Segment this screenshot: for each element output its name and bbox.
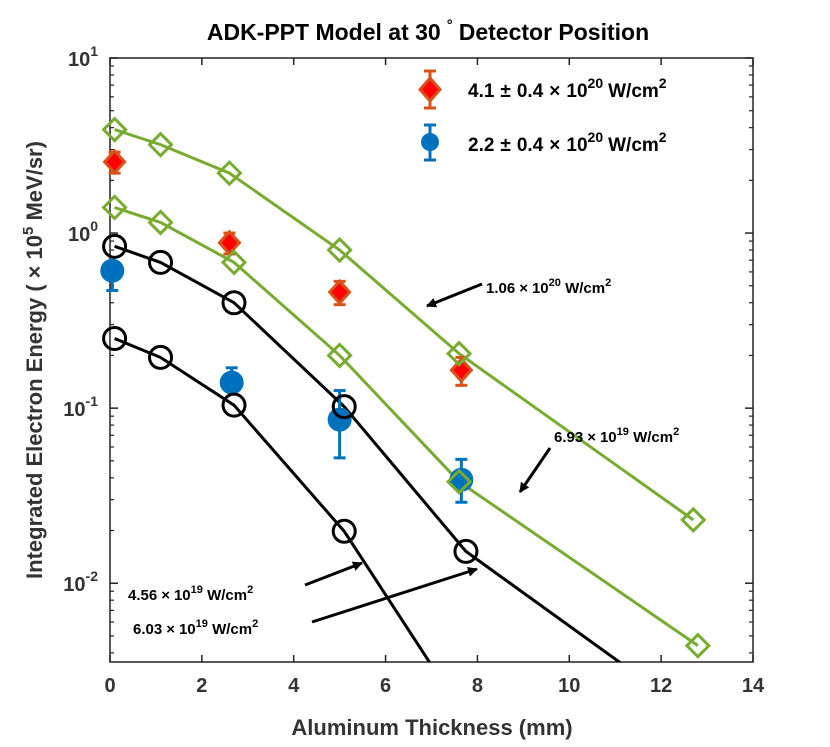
model-point-circle xyxy=(331,394,357,420)
legend-circle-marker xyxy=(421,133,439,151)
legend-diamond-marker xyxy=(418,75,442,104)
model-point-diamond xyxy=(147,209,174,236)
model-point-circle xyxy=(102,233,128,259)
axes: 0 2 4 6 8 10 12 14 10-2 10-1 100 101 xyxy=(63,43,765,697)
annotations: 1.06 × 1020 W/cm2 6.93 × 1019 W/cm2 4.56 × 101… xyxy=(128,277,679,638)
chart-title: ADK-PPT Model at 30 ° Detector Position xyxy=(207,17,649,45)
y-tick-label: 100 xyxy=(68,218,98,246)
legend-label-4-1e20: 4.1 ±0.4 × 1020 W/cm2 xyxy=(468,75,667,102)
line-model-6.93e19 xyxy=(114,206,699,647)
y-tick-label: 10-1 xyxy=(63,393,98,421)
model-point-diamond xyxy=(101,194,128,221)
annotation-1-06e20: 1.06 × 1020 W/cm2 xyxy=(486,277,611,297)
model-point-circle xyxy=(148,249,174,275)
model-point-circle xyxy=(102,325,128,351)
model-point-diamond xyxy=(445,340,473,367)
y-tick-label: 10-2 xyxy=(63,568,98,596)
model-point-diamond xyxy=(147,131,174,158)
data-markers xyxy=(100,116,712,659)
annotation-6-93e19: 6.93 × 1019 W/cm2 xyxy=(554,426,679,446)
annotation-4-56e19: 4.56 × 1019 W/cm2 xyxy=(128,584,253,604)
line-model-4.56e19 xyxy=(114,337,432,662)
arrow-4-56e19 xyxy=(304,561,363,587)
x-tick-label: 8 xyxy=(472,675,483,697)
model-point-diamond xyxy=(445,468,473,495)
data-point-diamond xyxy=(327,278,352,306)
model-point-circle xyxy=(221,290,247,316)
model-point-diamond xyxy=(216,160,243,187)
model-point-diamond xyxy=(326,342,353,369)
model-point-diamond xyxy=(101,116,128,143)
line-model-1.06e20 xyxy=(114,128,695,522)
x-tick-label: 4 xyxy=(288,675,300,697)
x-tick-label: 10 xyxy=(558,675,580,697)
plot-frame xyxy=(109,57,754,663)
model-point-circle xyxy=(221,392,247,418)
legend-entry-diamond: 4.1 ±0.4 × 1020 W/cm2 xyxy=(418,69,667,110)
model-point-circle xyxy=(453,538,479,564)
legend: 4.1 ±0.4 × 1020 W/cm2 2.2 ±0.4 × 1020 W/cm2 xyxy=(418,69,667,162)
model-point-circle xyxy=(331,518,357,544)
arrow-6-93e19 xyxy=(518,447,552,493)
arrow-6-03e19 xyxy=(311,566,478,624)
y-axis-label: Integrated Electron Energy (×105 MeV/sr) xyxy=(20,141,47,579)
x-axis-label: Aluminum Thickness (mm) xyxy=(291,715,572,740)
y-tick-label: 101 xyxy=(68,43,98,71)
data-point-diamond xyxy=(217,229,242,257)
arrow-1-06e20 xyxy=(426,282,483,308)
line-model-6.03e19 xyxy=(114,244,622,662)
x-tick-label: 14 xyxy=(742,675,765,697)
data-point-diamond xyxy=(102,148,127,176)
annotation-6-03e19: 6.03 × 1019 W/cm2 xyxy=(133,618,258,638)
x-tick-label: 6 xyxy=(380,675,391,697)
model-point-diamond xyxy=(680,506,707,534)
model-point-diamond xyxy=(684,632,712,659)
x-tick-label: 0 xyxy=(104,675,115,697)
x-tick-label: 2 xyxy=(196,675,207,697)
legend-entry-circle: 2.2 ±0.4 × 1020 W/cm2 xyxy=(421,123,667,162)
data-point-circle xyxy=(219,370,244,395)
data-point-circle xyxy=(327,407,352,432)
model-point-circle xyxy=(148,344,174,370)
model-point-diamond xyxy=(220,249,248,276)
x-tick-label: 12 xyxy=(650,675,672,697)
data-point-circle xyxy=(100,258,125,283)
legend-label-2-2e20: 2.2 ±0.4 × 1020 W/cm2 xyxy=(468,129,667,156)
model-point-diamond xyxy=(326,236,353,264)
data-point-diamond xyxy=(449,356,474,384)
